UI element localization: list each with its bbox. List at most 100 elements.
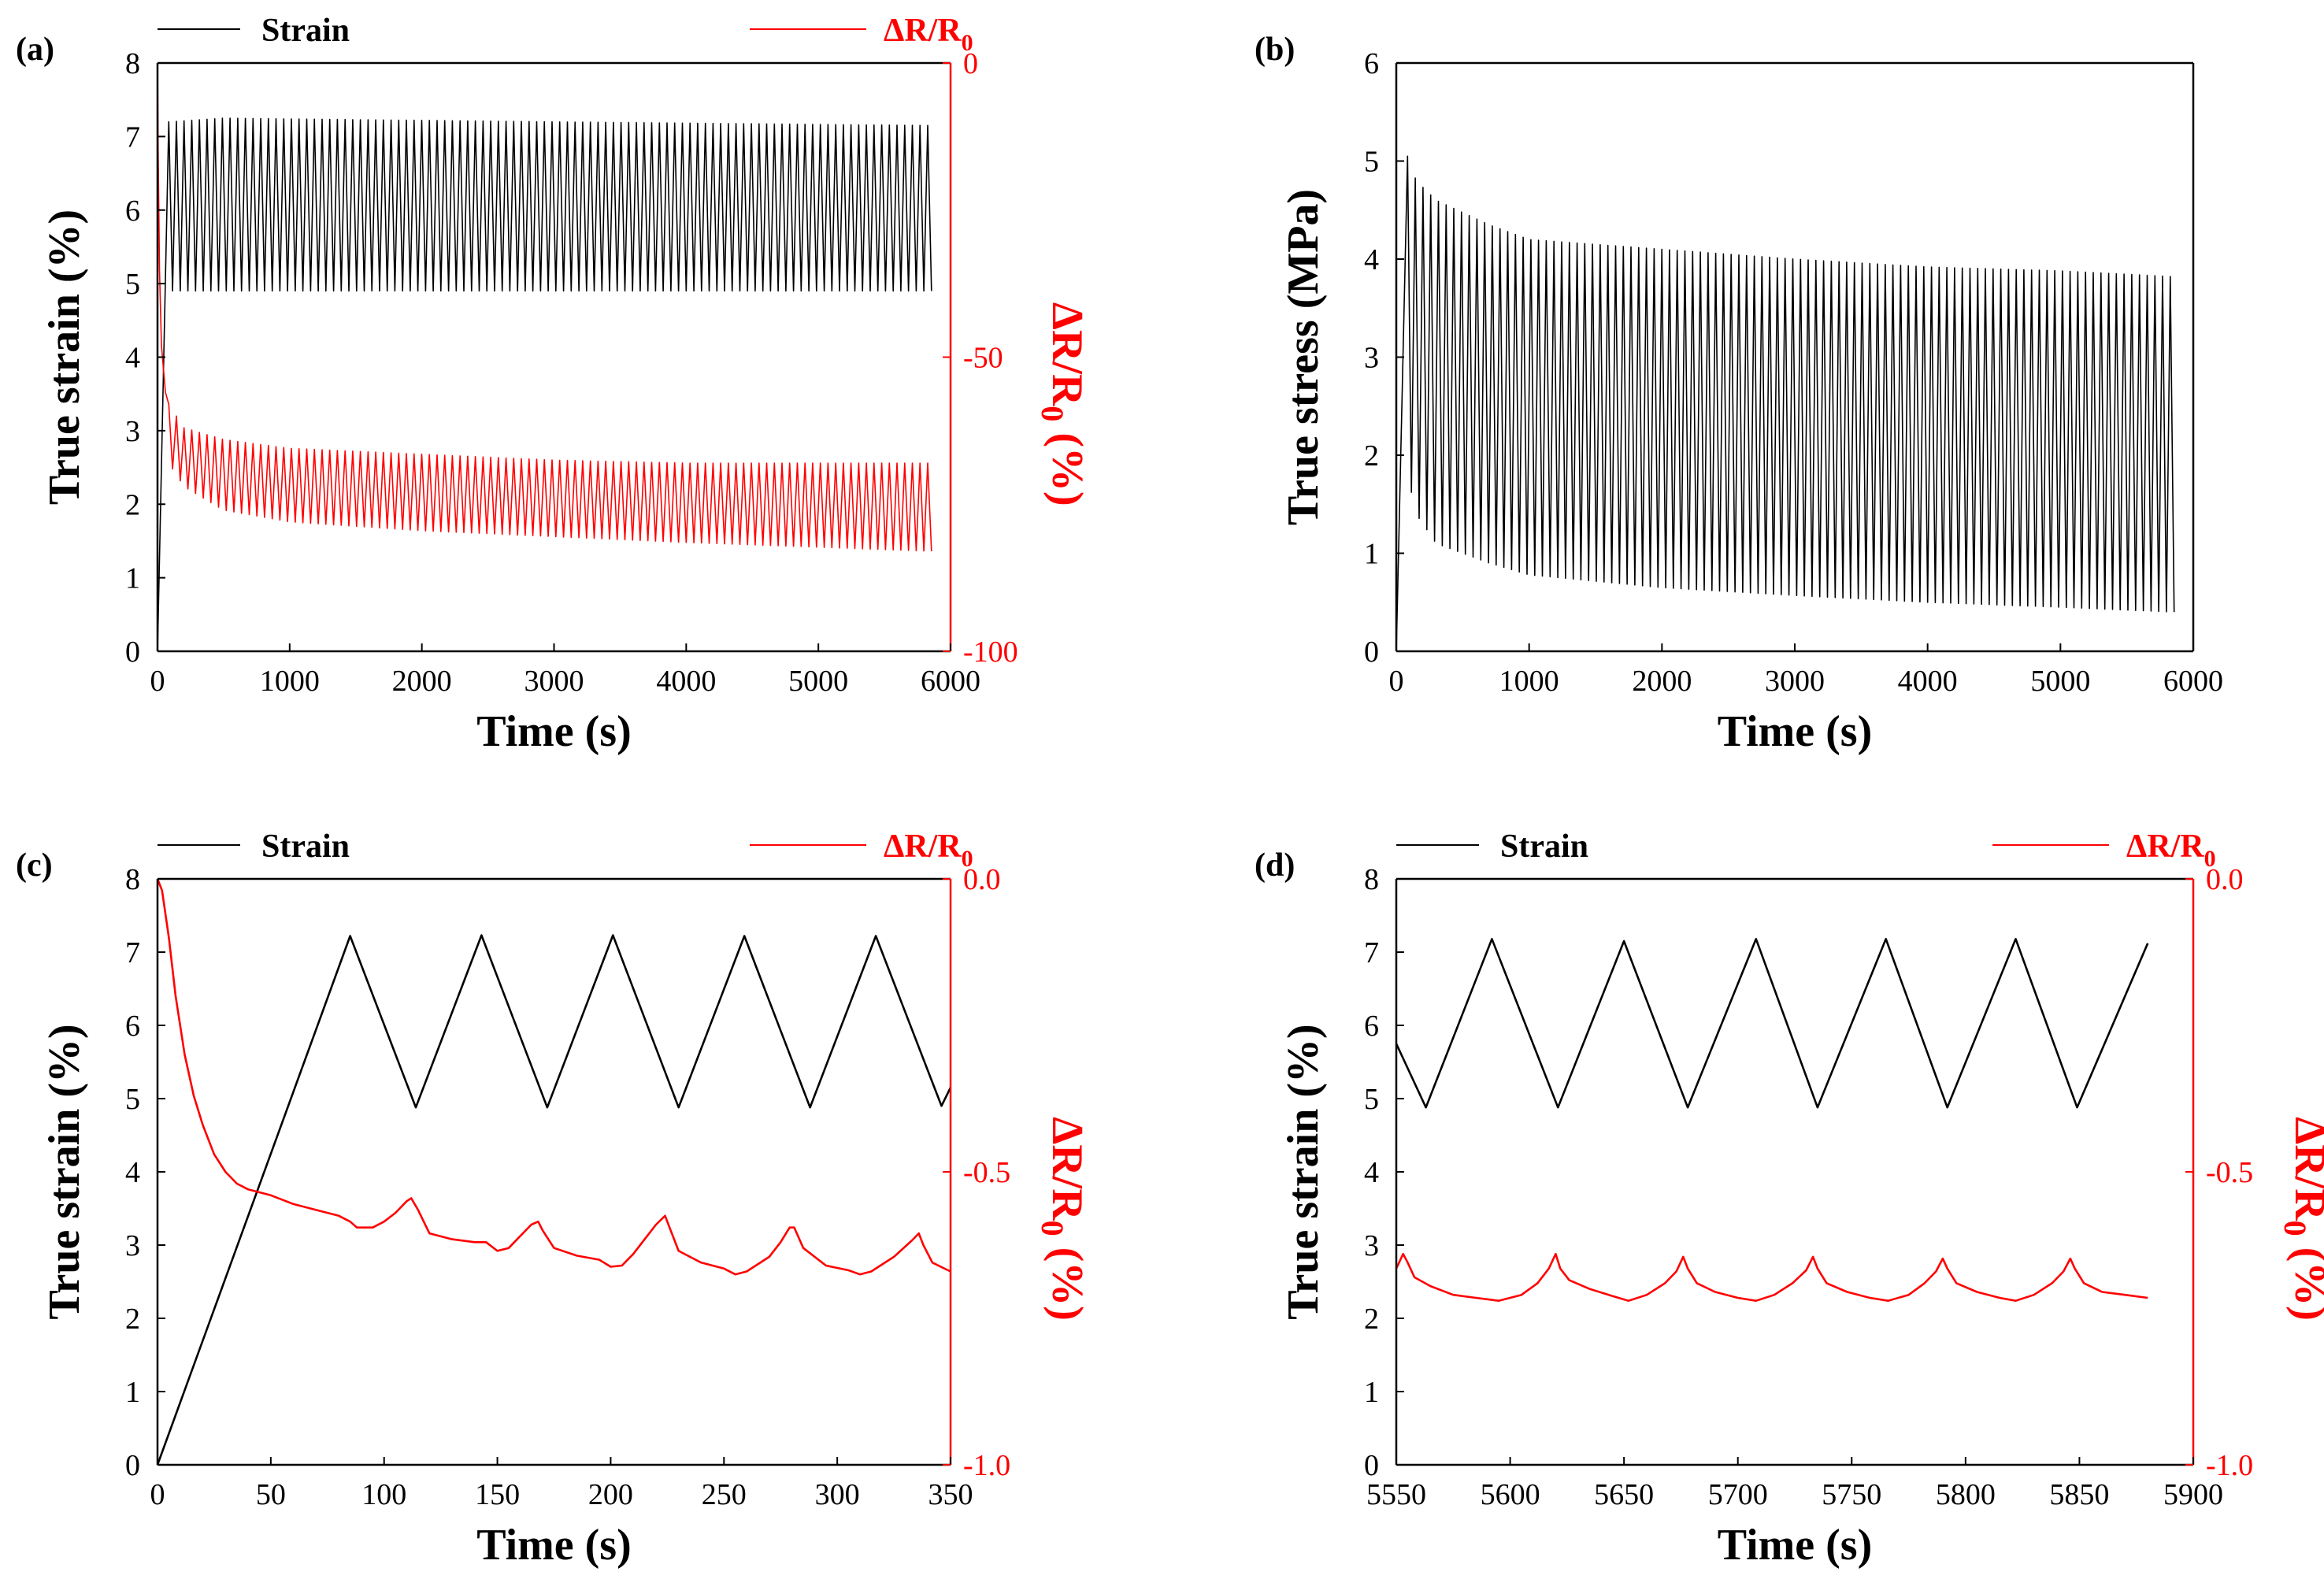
y2-tick-label: -50 (963, 342, 1003, 375)
y-tick-label: 0 (125, 636, 140, 669)
y2-tick-label: 0.0 (963, 863, 1001, 896)
y2-axis-label: ΔR/R0 (%) (1035, 1117, 1092, 1321)
series-line-true-stress-b (1396, 155, 2175, 652)
y2-axis-label-subscript: 0 (2278, 1221, 2313, 1236)
x-tick-label: 6000 (2163, 665, 2223, 698)
y-tick-label: 7 (1364, 936, 1379, 969)
y-tick-label: 5 (125, 268, 140, 301)
x-tick-label: 4000 (656, 665, 716, 698)
x-axis-label: Time (s) (476, 707, 632, 756)
y-tick-label: 3 (1364, 1229, 1379, 1262)
y-axis-label: True stress (MPa) (1279, 189, 1328, 525)
y-axis-label: True strain (%) (40, 1024, 89, 1319)
y2-axis-label-suffix: (%) (1043, 421, 1092, 506)
y-tick-label: 8 (125, 863, 140, 896)
x-tick-label: 5650 (1594, 1478, 1654, 1511)
y-tick-label: 3 (125, 1229, 140, 1262)
legend-label-resistance-subscript: 0 (2204, 846, 2216, 872)
y-tick-label: 6 (125, 1010, 140, 1043)
y-tick-label: 7 (125, 936, 140, 969)
x-tick-label: 3000 (524, 665, 584, 698)
x-tick-label: 150 (475, 1478, 520, 1511)
x-tick-label: 6000 (921, 665, 980, 698)
y-tick-label: 8 (1364, 863, 1379, 896)
legend-label-strain: Strain (261, 13, 350, 49)
y2-tick-label: -0.5 (963, 1156, 1010, 1189)
y-tick-label: 1 (1364, 538, 1379, 571)
series-line--r-r0-d (1395, 1252, 2148, 1302)
panel-label-b: (b) (1255, 32, 1295, 68)
y-tick-label: 2 (1364, 439, 1379, 473)
y-tick-label: 0 (1364, 1449, 1379, 1482)
x-tick-label: 0 (1389, 665, 1404, 698)
x-tick-label: 100 (361, 1478, 406, 1511)
y2-axis-label: ΔR/R0 (%) (2278, 1117, 2324, 1321)
y-tick-label: 1 (125, 1376, 140, 1409)
panel-c: 0 50 100 150 200 250 300 350 0 1 2 3 4 5 6 7 8 -1.0 -0.5 0.… (16, 828, 1092, 1570)
plot-area-d (1395, 938, 2149, 1302)
y-axis-label: True strain (%) (1279, 1024, 1328, 1319)
legend-label-strain: Strain (261, 828, 350, 865)
y-tick-label: 4 (125, 1156, 140, 1189)
legend-label-resistance: ΔR/R0 (2126, 828, 2216, 872)
x-tick-label: 5800 (1936, 1478, 1996, 1511)
y-tick-label: 1 (125, 562, 140, 595)
y-tick-label: 6 (1364, 1010, 1379, 1043)
y2-axis-label-main: ΔR/R (1043, 1117, 1092, 1221)
plot-area-a (157, 62, 932, 652)
y-tick-label: 8 (125, 47, 140, 80)
x-tick-label: 0 (150, 1478, 165, 1511)
x-axis-label: Time (s) (1718, 707, 1873, 756)
y-tick-label: 2 (1364, 1303, 1379, 1336)
legend-label-resistance-subscript: 0 (962, 30, 973, 56)
y2-tick-label: -1.0 (963, 1449, 1010, 1482)
y-tick-label: 5 (1364, 146, 1379, 179)
x-tick-label: 1000 (1499, 665, 1559, 698)
y-tick-label: 6 (1364, 47, 1379, 80)
x-tick-label: 5850 (2049, 1478, 2109, 1511)
legend-label-resistance-main: ΔR/R (884, 13, 962, 49)
panel-b: 0 1000 2000 3000 4000 5000 6000 0 1 2 3 4 5 6 Time (s)… (1255, 32, 2223, 756)
y2-axis-label-suffix: (%) (1043, 1236, 1092, 1321)
x-tick-label: 2000 (1632, 665, 1692, 698)
plot-area-b (1396, 155, 2175, 652)
y2-axis-label: ΔR/R0 (%) (1035, 302, 1092, 506)
series-line-strain-d (1395, 938, 2149, 1109)
legend-label-resistance-subscript: 0 (962, 846, 973, 872)
x-tick-label: 0 (150, 665, 165, 698)
y2-tick-label: 0 (963, 47, 978, 80)
y-axis-label: True strain (%) (40, 209, 89, 505)
y-tick-label: 1 (1364, 1376, 1379, 1409)
x-axis-label: Time (s) (476, 1521, 632, 1570)
legend-label-strain: Strain (1500, 828, 1588, 865)
y-tick-label: 0 (1364, 636, 1379, 669)
y2-axis-label-suffix: (%) (2285, 1236, 2324, 1321)
x-tick-label: 2000 (392, 665, 452, 698)
x-tick-label: 5600 (1481, 1478, 1540, 1511)
y-tick-label: 5 (1364, 1083, 1379, 1116)
y2-tick-label: -100 (963, 636, 1018, 669)
x-tick-label: 5700 (1708, 1478, 1768, 1511)
y2-axis-label-main: ΔR/R (2285, 1117, 2324, 1221)
x-tick-label: 5000 (2030, 665, 2090, 698)
series-line--r-r0-c (156, 878, 951, 1276)
panel-label-c: (c) (16, 847, 53, 884)
x-axis-label: Time (s) (1718, 1521, 1873, 1570)
x-tick-label: 250 (702, 1478, 747, 1511)
y-tick-label: 4 (1364, 243, 1379, 276)
y2-axis-label-subscript: 0 (1035, 406, 1070, 421)
y-tick-label: 2 (125, 488, 140, 521)
panel-label-a: (a) (16, 32, 54, 68)
panel-label-d: (d) (1255, 847, 1295, 884)
y-tick-label: 5 (125, 1083, 140, 1116)
x-tick-label: 4000 (1898, 665, 1958, 698)
legend-label-resistance: ΔR/R0 (884, 828, 973, 872)
panel-d: 5550 5600 5650 5700 5750 5800 5850 5900 0 1 2 3 4 5 6 7… (1255, 828, 2324, 1570)
x-tick-label: 5000 (788, 665, 848, 698)
x-tick-label: 50 (256, 1478, 286, 1511)
y2-axis-label-main: ΔR/R (1043, 302, 1092, 406)
y2-tick-label: 0.0 (2206, 863, 2244, 896)
x-tick-label: 5750 (1822, 1478, 1881, 1511)
y-tick-label: 3 (125, 415, 140, 448)
